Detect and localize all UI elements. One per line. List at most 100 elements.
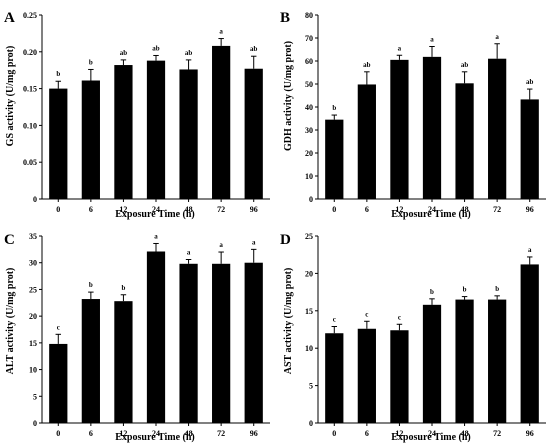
panel-b: B Exposure Time (h) GDH activity (U/mg p… xyxy=(280,10,546,220)
significance-letter-a: ab xyxy=(120,49,128,57)
significance-letter-a: a xyxy=(219,28,223,36)
x-tick-label-a: 6 xyxy=(89,205,93,214)
significance-letter-a: ab xyxy=(185,49,193,57)
significance-letter-b: a xyxy=(430,36,434,44)
panel-letter-b: B xyxy=(280,10,290,26)
significance-letter-a: ab xyxy=(250,45,258,53)
panel-a: A Exposure Time (h) GS activity (U/mg pr… xyxy=(4,10,270,220)
y-tick-label-b: 10 xyxy=(305,172,313,181)
bar-d xyxy=(520,264,539,423)
panel-letter-c: C xyxy=(4,232,15,248)
x-tick-label-d: 72 xyxy=(493,429,501,438)
significance-letter-c: b xyxy=(89,281,93,289)
significance-letter-b: a xyxy=(398,44,402,52)
x-tick-label-d: 48 xyxy=(461,429,469,438)
bar-a xyxy=(114,65,133,199)
bar-b xyxy=(422,56,442,199)
x-tick-label-c: 0 xyxy=(56,429,60,438)
bar-d xyxy=(325,333,344,423)
bar-a xyxy=(244,68,263,199)
bar-a xyxy=(212,45,231,199)
significance-letter-b: b xyxy=(332,104,336,112)
x-tick-label-d: 12 xyxy=(395,429,403,438)
bar-b xyxy=(520,99,539,199)
bar-c xyxy=(212,263,231,423)
y-axis-title-b: GDH activity (U/mg prot) xyxy=(283,41,294,151)
panel-c: C Exposure Time (h) ALT activity (U/mg p… xyxy=(4,232,270,443)
x-tick-label-d: 6 xyxy=(365,429,369,438)
x-tick-label-d: 0 xyxy=(332,429,336,438)
y-tick-label-b: 50 xyxy=(305,80,313,89)
x-tick-label-a: 12 xyxy=(119,205,127,214)
bar-a xyxy=(146,60,166,199)
significance-letter-c: a xyxy=(219,241,223,249)
y-tick-label-b: 20 xyxy=(305,149,313,158)
x-tick-label-c: 6 xyxy=(89,429,93,438)
panel-d: D Exposure Time (h) AST activity (U/mg p… xyxy=(280,232,546,443)
y-tick-label-d: 10 xyxy=(305,344,313,353)
x-tick-label-b: 48 xyxy=(461,205,469,214)
y-tick-label-c: 30 xyxy=(29,259,37,268)
x-tick-label-b: 0 xyxy=(332,205,336,214)
bar-c xyxy=(114,301,133,423)
bar-d xyxy=(390,330,409,423)
x-tick-label-a: 24 xyxy=(152,205,160,214)
bar-b xyxy=(455,83,474,199)
significance-letter-c: a xyxy=(187,249,191,257)
x-tick-label-c: 24 xyxy=(152,429,160,438)
y-tick-label-c: 10 xyxy=(29,366,37,375)
y-tick-label-a: 0.20 xyxy=(23,48,37,57)
bar-c xyxy=(81,299,100,423)
x-tick-label-b: 12 xyxy=(395,205,403,214)
y-tick-label-b: 30 xyxy=(305,126,313,135)
significance-letter-b: ab xyxy=(363,61,371,69)
x-tick-label-d: 96 xyxy=(526,429,534,438)
y-tick-label-d: 20 xyxy=(305,269,313,278)
y-tick-label-d: 5 xyxy=(309,382,313,391)
x-tick-label-c: 72 xyxy=(217,429,225,438)
significance-letter-c: a xyxy=(154,232,158,240)
y-tick-label-d: 0 xyxy=(309,419,313,428)
bar-a xyxy=(49,88,68,199)
x-tick-label-a: 48 xyxy=(185,205,193,214)
y-axis-title-a: GS activity (U/mg prot) xyxy=(5,46,16,147)
y-tick-label-a: 0.15 xyxy=(23,85,37,94)
y-tick-label-a: 0.05 xyxy=(23,158,37,167)
significance-letter-c: b xyxy=(121,284,125,292)
bar-d xyxy=(422,304,442,423)
significance-letter-d: b xyxy=(430,288,434,296)
y-tick-label-b: 0 xyxy=(309,195,313,204)
y-tick-label-c: 35 xyxy=(29,232,37,241)
y-tick-label-c: 0 xyxy=(33,419,37,428)
x-tick-label-b: 96 xyxy=(526,205,534,214)
significance-letter-b: ab xyxy=(526,78,534,86)
bar-c xyxy=(146,251,166,423)
y-tick-label-c: 15 xyxy=(29,339,37,348)
y-tick-label-c: 20 xyxy=(29,312,37,321)
y-tick-label-a: 0 xyxy=(33,195,37,204)
significance-letter-a: b xyxy=(89,58,93,66)
x-axis-title-c: Exposure Time (h) xyxy=(115,432,194,443)
bar-b xyxy=(488,58,507,200)
bar-c xyxy=(244,262,263,423)
significance-letter-b: ab xyxy=(461,61,469,69)
x-tick-label-a: 72 xyxy=(217,205,225,214)
x-tick-label-b: 24 xyxy=(428,205,436,214)
bar-a xyxy=(179,69,198,200)
significance-letter-d: a xyxy=(528,246,532,254)
bar-d xyxy=(488,299,507,423)
bar-d xyxy=(455,299,474,423)
y-tick-label-a: 0.10 xyxy=(23,121,37,130)
significance-letter-d: c xyxy=(333,316,336,324)
significance-letter-d: c xyxy=(365,310,368,318)
y-tick-label-b: 80 xyxy=(305,11,313,20)
y-axis-title-d: AST activity (U/mg prot) xyxy=(283,268,294,375)
y-axis-title-c: ALT activity (U/mg prot) xyxy=(5,268,16,375)
y-tick-label-b: 70 xyxy=(305,34,313,43)
y-tick-label-c: 25 xyxy=(29,285,37,294)
x-tick-label-d: 24 xyxy=(428,429,436,438)
significance-letter-c: a xyxy=(252,238,256,246)
panel-letter-a: A xyxy=(4,10,15,26)
significance-letter-d: c xyxy=(398,313,401,321)
